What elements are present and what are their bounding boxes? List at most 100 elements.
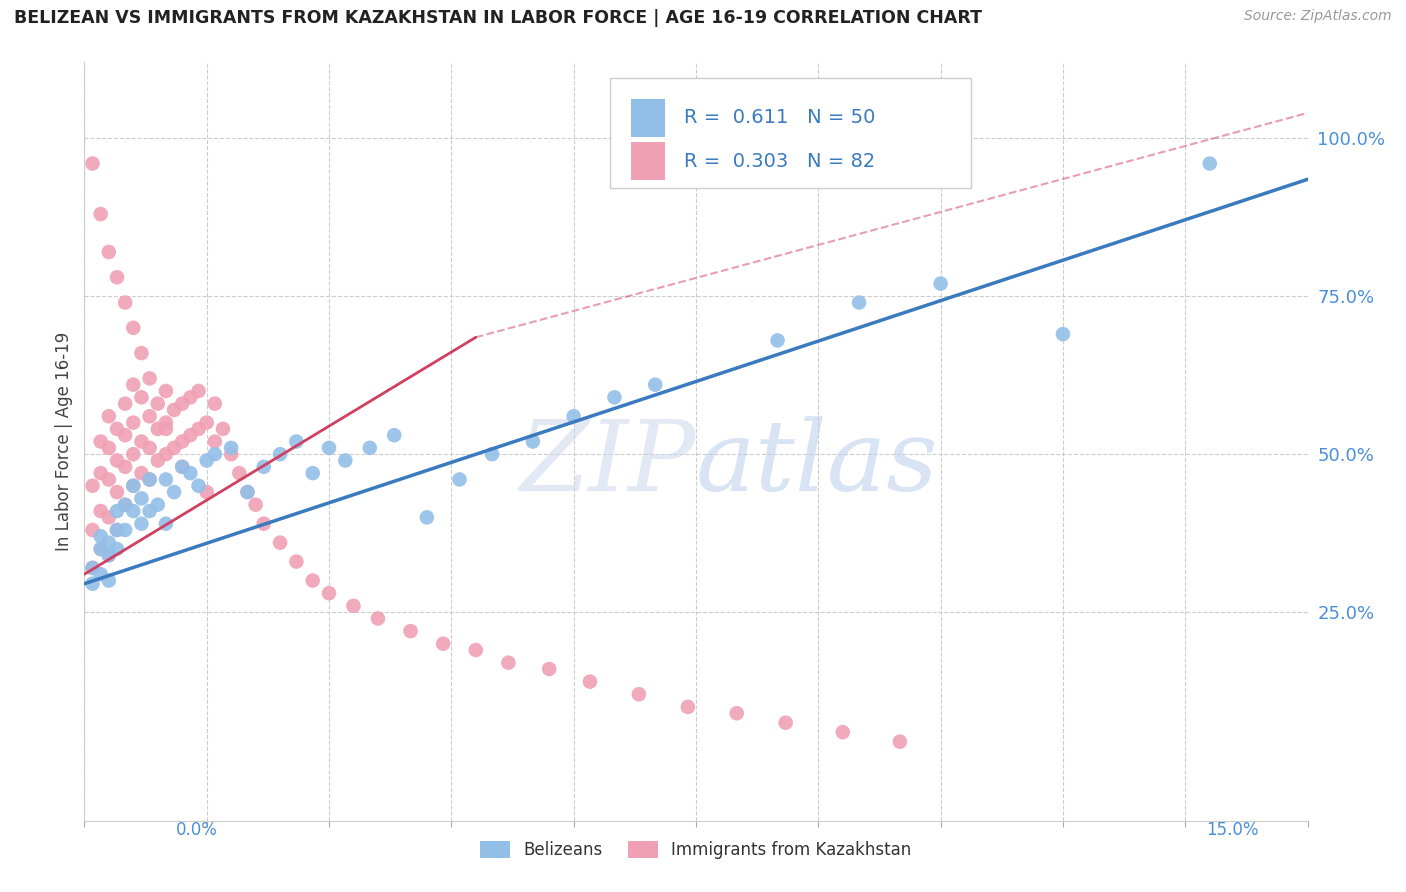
Point: [522, 434, 544, 449]
Point: [146, 453, 169, 467]
Point: [131, 491, 153, 506]
Point: [766, 334, 789, 348]
Point: [131, 516, 153, 531]
Point: [253, 459, 276, 474]
Point: [195, 416, 218, 430]
Point: [603, 390, 626, 404]
Point: [97, 548, 120, 563]
Point: [562, 409, 585, 424]
Point: [97, 548, 120, 563]
FancyBboxPatch shape: [610, 78, 972, 187]
Point: [146, 396, 169, 410]
Point: [122, 504, 145, 518]
Text: atlas: atlas: [696, 417, 939, 512]
Point: [929, 277, 952, 291]
Point: [131, 434, 153, 449]
Point: [335, 453, 357, 467]
Point: [114, 295, 136, 310]
Point: [146, 422, 169, 436]
Point: [105, 504, 128, 518]
Point: [204, 396, 226, 410]
Text: R =  0.611   N = 50: R = 0.611 N = 50: [683, 108, 875, 128]
Point: [498, 656, 520, 670]
Point: [172, 434, 194, 449]
Point: [416, 510, 439, 524]
Point: [187, 422, 209, 436]
Point: [195, 453, 218, 467]
Point: [538, 662, 561, 676]
Point: [318, 586, 340, 600]
Point: [179, 466, 201, 480]
Point: [90, 207, 112, 221]
Point: [236, 485, 259, 500]
Point: [187, 479, 209, 493]
Point: [122, 447, 145, 461]
Point: [172, 459, 194, 474]
Point: [97, 441, 120, 455]
Point: [146, 498, 169, 512]
Point: [122, 377, 145, 392]
Point: [122, 479, 145, 493]
Point: [90, 529, 112, 543]
Point: [155, 384, 177, 398]
Point: [579, 674, 602, 689]
Point: [131, 346, 153, 360]
Y-axis label: In Labor Force | Age 16-19: In Labor Force | Age 16-19: [55, 332, 73, 551]
Point: [138, 504, 160, 518]
Point: [301, 466, 323, 480]
Point: [204, 434, 226, 449]
Point: [318, 441, 340, 455]
Point: [464, 643, 486, 657]
Point: [342, 599, 364, 613]
Point: [138, 371, 160, 385]
Point: [90, 466, 112, 480]
Point: [82, 479, 104, 493]
Point: [481, 447, 503, 461]
Point: [187, 384, 209, 398]
Point: [163, 403, 186, 417]
Point: [105, 453, 128, 467]
Legend: Belizeans, Immigrants from Kazakhstan: Belizeans, Immigrants from Kazakhstan: [474, 834, 918, 865]
Point: [90, 567, 112, 582]
Point: [82, 156, 104, 170]
Point: [105, 541, 128, 556]
Point: [627, 687, 650, 701]
Point: [179, 390, 201, 404]
Point: [195, 485, 218, 500]
Point: [163, 441, 186, 455]
Point: [382, 428, 405, 442]
Point: [97, 574, 120, 588]
Point: [1198, 156, 1220, 170]
Point: [1052, 327, 1074, 342]
Point: [285, 555, 308, 569]
Point: [138, 409, 160, 424]
Text: 0.0%: 0.0%: [176, 821, 218, 838]
Point: [114, 498, 136, 512]
Point: [269, 535, 291, 549]
Point: [82, 561, 104, 575]
Point: [138, 473, 160, 487]
Text: 15.0%: 15.0%: [1206, 821, 1258, 838]
Point: [138, 441, 160, 455]
Point: [449, 473, 471, 487]
Point: [97, 473, 120, 487]
Point: [172, 396, 194, 410]
Point: [82, 576, 104, 591]
Point: [97, 510, 120, 524]
Point: [359, 441, 381, 455]
Point: [131, 466, 153, 480]
Text: ZIP: ZIP: [520, 417, 696, 512]
Point: [97, 409, 120, 424]
Point: [105, 523, 128, 537]
Point: [155, 516, 177, 531]
FancyBboxPatch shape: [631, 99, 665, 136]
Text: R =  0.303   N = 82: R = 0.303 N = 82: [683, 152, 875, 170]
Point: [236, 485, 259, 500]
Point: [114, 459, 136, 474]
Point: [432, 637, 454, 651]
Point: [163, 485, 186, 500]
Point: [155, 422, 177, 436]
Text: BELIZEAN VS IMMIGRANTS FROM KAZAKHSTAN IN LABOR FORCE | AGE 16-19 CORRELATION CH: BELIZEAN VS IMMIGRANTS FROM KAZAKHSTAN I…: [14, 9, 981, 27]
Point: [367, 611, 389, 625]
Text: Source: ZipAtlas.com: Source: ZipAtlas.com: [1244, 9, 1392, 23]
